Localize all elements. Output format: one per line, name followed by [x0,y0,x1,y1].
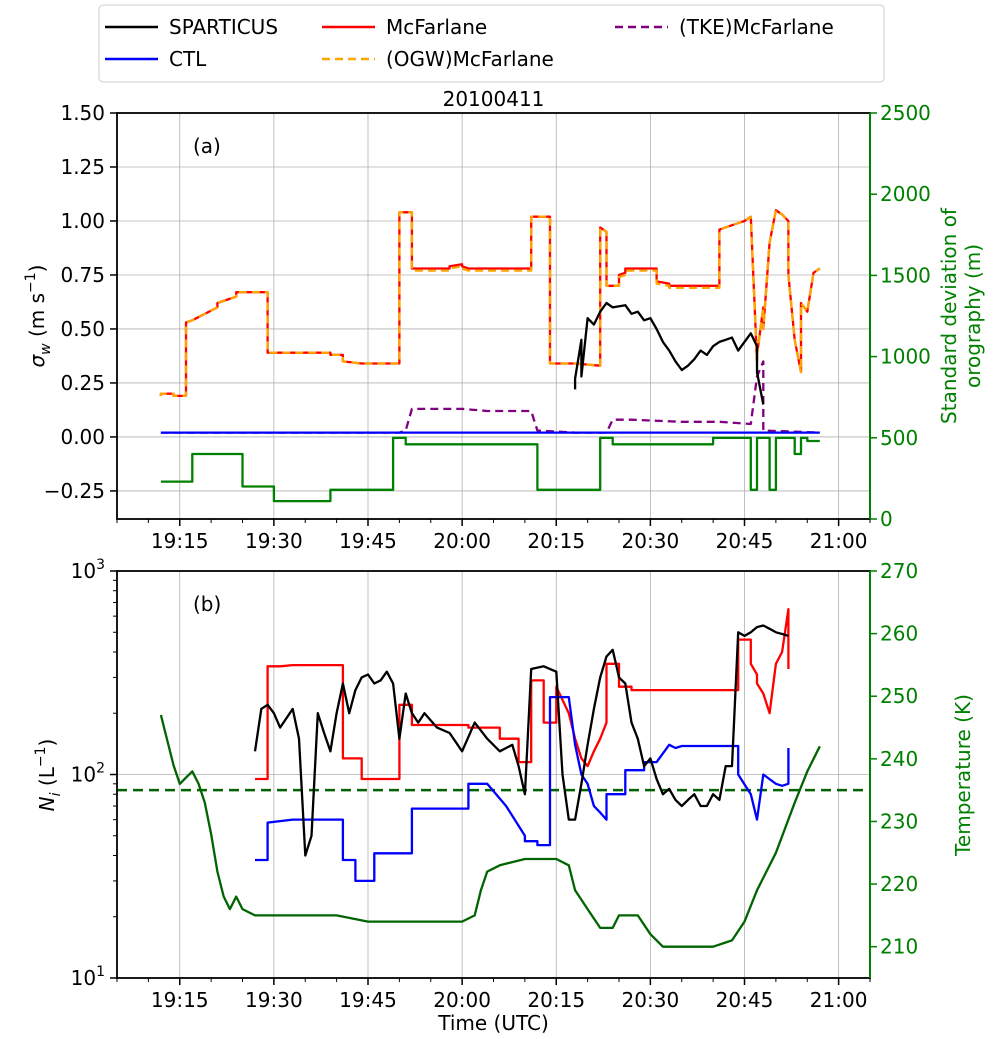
series-ogw [159,209,821,398]
x-tick-label: 19:30 [245,988,303,1012]
legend-frame [98,4,885,83]
x-tick-label: 21:00 [810,988,868,1012]
chart-title: 20100411 [443,87,545,111]
series-layer [159,209,821,503]
y-axis-left: 101 102 103 [71,557,117,990]
y-axis-right: 210 220 230 240 250 260 270 [870,559,918,959]
legend-label: CTL [169,47,207,71]
y-right-tick-label: 0 [880,507,893,531]
x-axis: 19:15 19:30 19:45 20:00 20:15 20:30 20:45 21:00 [116,519,871,553]
y-right-axis-label-line2: orography (m) [961,244,985,388]
y-axis-right: 0 500 1000 1500 2000 2500 [870,101,931,531]
y-axis-label: Ni (L−1) [33,739,64,812]
series-mcfarlane [159,209,821,398]
y-tick-label: 0.00 [60,425,105,449]
panel-b: 19:15 19:30 19:45 20:00 20:15 20:30 20:45 21:00… [33,557,975,1035]
x-tick-label: 19:45 [339,529,397,553]
series-sparticus [253,624,789,857]
series-sparticus [573,301,765,405]
grid [117,570,870,979]
y-tick-label: 0.25 [60,371,105,395]
x-tick-label: 20:30 [622,988,680,1012]
legend: SPARTICUS McFarlane (TKE)McFarlane CTL (OGW)… [98,4,885,83]
y-right-tick-label: 210 [880,935,918,959]
series-layer [117,607,870,948]
y-tick-label: 103 [71,557,105,583]
series-temperature [159,714,821,948]
legend-entry: CTL [105,47,207,71]
y-tick-label: 1.25 [60,155,105,179]
series-mcfarlane [255,607,790,781]
y-right-tick-label: 1500 [880,263,931,287]
y-right-tick-label: 220 [880,872,918,896]
x-axis-label: Time (UTC) [437,1011,549,1035]
x-tick-label: 19:15 [151,988,209,1012]
panel-annotation: (b) [193,592,221,616]
x-tick-label: 19:15 [151,529,209,553]
y-right-axis-label-line1: Standard deviation of [937,207,961,424]
x-tick-label: 19:45 [339,988,397,1012]
x-tick-label: 20:00 [433,988,491,1012]
x-tick-label: 20:45 [716,988,774,1012]
x-tick-label: 20:15 [527,529,585,553]
legend-entry: (OGW)McFarlane [322,47,554,71]
y-right-axis-label: Temperature (K) [951,694,975,857]
x-tick-label: 19:30 [245,529,303,553]
y-right-tick-label: 250 [880,684,918,708]
x-tick-label: 21:00 [810,529,868,553]
legend-entry: SPARTICUS [105,15,278,39]
legend-label: (OGW)McFarlane [386,47,554,71]
y-right-tick-label: 270 [880,559,918,583]
x-tick-label: 20:15 [527,988,585,1012]
y-tick-label: 101 [71,964,105,990]
y-axis-label: σw (m s−1) [23,264,54,367]
y-tick-label: 1.00 [60,209,105,233]
legend-entry: McFarlane [322,15,487,39]
legend-label: McFarlane [386,15,487,39]
series-orography [160,436,820,503]
x-axis: 19:15 19:30 19:45 20:00 20:15 20:30 20:45 21:00 [116,978,871,1012]
y-right-tick-label: 240 [880,747,918,771]
y-right-tick-label: 2000 [880,182,931,206]
series-tke [160,360,820,434]
series-ctl [255,695,790,883]
y-tick-label: 102 [71,761,105,787]
y-right-tick-label: 1000 [880,345,931,369]
y-right-tick-label: 260 [880,622,918,646]
x-tick-label: 20:45 [716,529,774,553]
y-axis-left: −0.25 0.00 0.25 0.50 0.75 1.00 1.25 1.50 [44,101,117,503]
x-tick-label: 20:30 [622,529,680,553]
legend-label: (TKE)McFarlane [679,15,834,39]
y-tick-label: −0.25 [44,479,105,503]
x-tick-label: 20:00 [433,529,491,553]
y-tick-label: 0.50 [60,317,105,341]
legend-label: SPARTICUS [169,15,278,39]
y-right-tick-label: 500 [880,426,918,450]
panel-a: 19:15 19:30 19:45 20:00 20:15 20:30 20:45 21:00… [23,87,985,553]
panel-annotation: (a) [193,134,221,158]
y-tick-label: 1.50 [60,101,105,125]
y-right-tick-label: 230 [880,809,918,833]
y-tick-label: 0.75 [60,263,105,287]
y-right-tick-label: 2500 [880,101,931,125]
legend-entry: (TKE)McFarlane [615,15,834,39]
